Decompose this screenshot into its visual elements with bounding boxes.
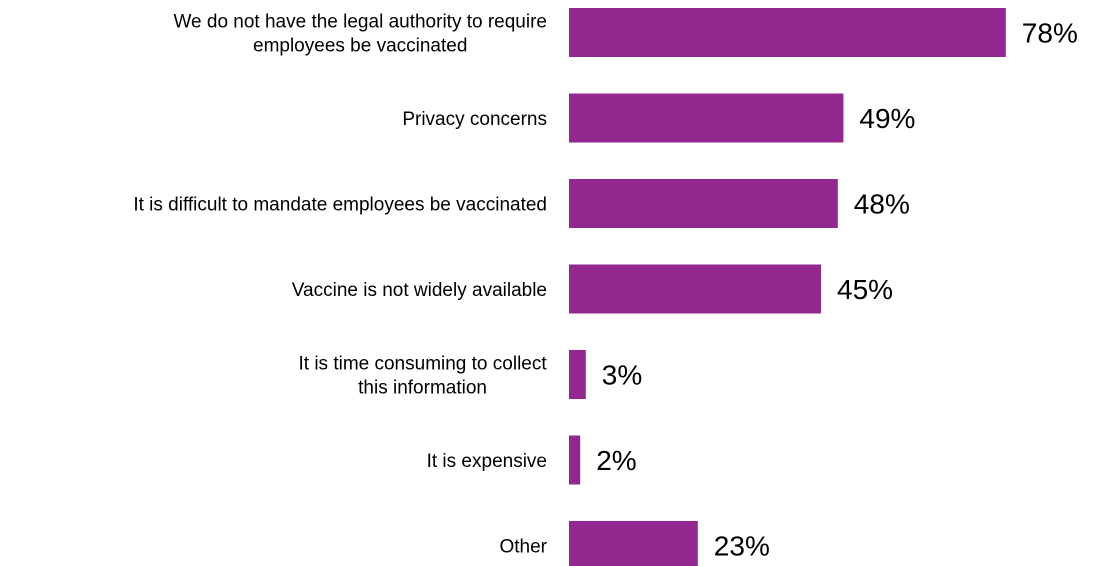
bar: [569, 521, 698, 566]
bars-layer: [569, 8, 1006, 566]
category-label-line: this information: [358, 378, 487, 399]
bar: [569, 8, 1006, 57]
category-label: It is difficult to mandate employees be …: [133, 195, 547, 216]
category-label: Vaccine is not widely available: [292, 280, 547, 301]
bar: [569, 435, 581, 485]
bar: [569, 93, 844, 143]
value-label: 78%: [1022, 18, 1078, 49]
category-label-line: employees be vaccinated: [253, 36, 467, 57]
category-label: Other: [499, 537, 547, 558]
category-label: It is expensive: [427, 451, 547, 472]
category-label-line: Vaccine is not widely available: [292, 280, 547, 301]
category-label-line: We do not have the legal authority to re…: [173, 12, 547, 33]
category-label-line: Other: [499, 537, 547, 558]
category-label-line: It is expensive: [427, 451, 547, 472]
bar: [569, 264, 821, 314]
bar: [569, 350, 586, 399]
category-label-line: It is difficult to mandate employees be …: [133, 195, 547, 216]
value-label: 48%: [854, 189, 910, 220]
category-label: We do not have the legal authority to re…: [173, 12, 547, 57]
bar: [569, 179, 838, 228]
value-label: 3%: [602, 360, 642, 391]
value-label: 49%: [859, 103, 915, 134]
category-label: Privacy concerns: [402, 109, 547, 130]
value-label: 2%: [596, 445, 636, 476]
category-label-line: It is time consuming to collect: [298, 354, 547, 375]
value-label: 45%: [837, 274, 893, 305]
category-labels: We do not have the legal authority to re…: [133, 12, 547, 558]
value-labels: 78% 49% 48% 45% 3% 2% 23%: [596, 18, 1078, 562]
category-label-line: Privacy concerns: [402, 109, 547, 130]
category-label: It is time consuming to collect this info…: [298, 354, 547, 399]
value-label: 23%: [714, 531, 770, 562]
